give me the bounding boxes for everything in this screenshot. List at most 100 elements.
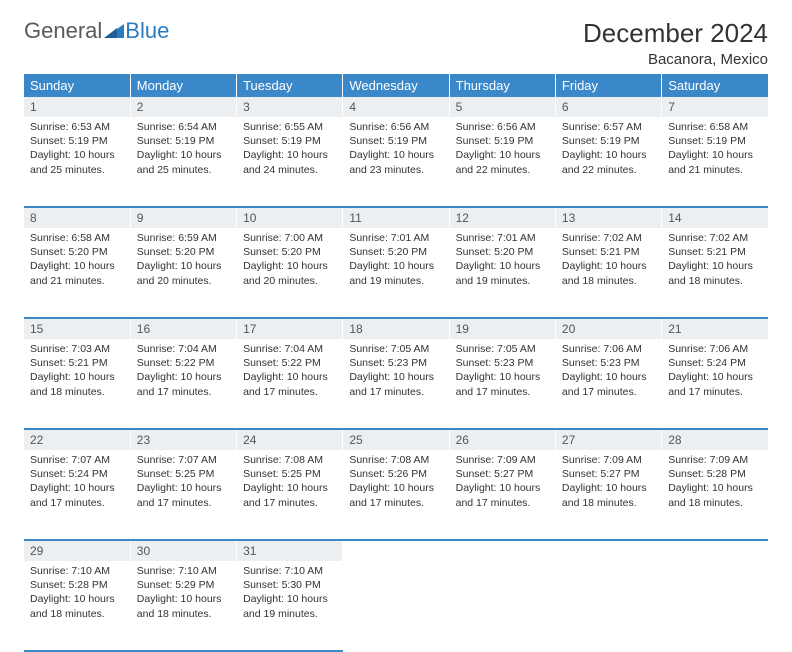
daylight-line2: and 22 minutes. xyxy=(562,163,655,177)
day-number: 2 xyxy=(130,97,236,117)
daylight-line1: Daylight: 10 hours xyxy=(562,481,655,495)
day-number: 24 xyxy=(237,429,343,450)
daylight-line2: and 18 minutes. xyxy=(668,496,762,510)
sunset-text: Sunset: 5:19 PM xyxy=(349,134,442,148)
page-header: General Blue December 2024 Bacanora, Mex… xyxy=(24,18,768,68)
sunset-text: Sunset: 5:20 PM xyxy=(137,245,230,259)
day-number: 10 xyxy=(237,207,343,228)
day-number xyxy=(555,540,661,561)
sunset-text: Sunset: 5:19 PM xyxy=(243,134,336,148)
sunrise-text: Sunrise: 7:10 AM xyxy=(243,564,336,578)
daylight-line1: Daylight: 10 hours xyxy=(30,259,124,273)
day-cell: Sunrise: 6:53 AMSunset: 5:19 PMDaylight:… xyxy=(24,117,130,207)
day-number: 19 xyxy=(449,318,555,339)
sunset-text: Sunset: 5:19 PM xyxy=(137,134,230,148)
daylight-line1: Daylight: 10 hours xyxy=(243,259,336,273)
sunrise-text: Sunrise: 7:01 AM xyxy=(349,231,442,245)
day-number: 15 xyxy=(24,318,130,339)
daylight-line2: and 24 minutes. xyxy=(243,163,336,177)
day-cell: Sunrise: 7:01 AMSunset: 5:20 PMDaylight:… xyxy=(449,228,555,318)
day-number: 12 xyxy=(449,207,555,228)
daylight-line2: and 17 minutes. xyxy=(562,385,655,399)
day-number xyxy=(343,540,449,561)
daylight-line1: Daylight: 10 hours xyxy=(668,259,762,273)
daylight-line2: and 17 minutes. xyxy=(456,496,549,510)
sunset-text: Sunset: 5:30 PM xyxy=(243,578,336,592)
daylight-line2: and 17 minutes. xyxy=(243,496,336,510)
day-cell: Sunrise: 6:55 AMSunset: 5:19 PMDaylight:… xyxy=(237,117,343,207)
day-cell: Sunrise: 6:58 AMSunset: 5:20 PMDaylight:… xyxy=(24,228,130,318)
daylight-line2: and 25 minutes. xyxy=(137,163,230,177)
day-number: 31 xyxy=(237,540,343,561)
day-cell xyxy=(449,561,555,651)
daylight-line1: Daylight: 10 hours xyxy=(456,481,549,495)
day-number: 4 xyxy=(343,97,449,117)
daylight-line1: Daylight: 10 hours xyxy=(30,592,124,606)
daylight-line2: and 17 minutes. xyxy=(243,385,336,399)
sunrise-text: Sunrise: 7:00 AM xyxy=(243,231,336,245)
daylight-line1: Daylight: 10 hours xyxy=(456,259,549,273)
day-cell: Sunrise: 7:04 AMSunset: 5:22 PMDaylight:… xyxy=(237,339,343,429)
sunset-text: Sunset: 5:20 PM xyxy=(30,245,124,259)
daylight-line2: and 17 minutes. xyxy=(349,496,442,510)
daylight-line1: Daylight: 10 hours xyxy=(562,370,655,384)
sunset-text: Sunset: 5:19 PM xyxy=(562,134,655,148)
daylight-line2: and 18 minutes. xyxy=(30,385,124,399)
day-cell: Sunrise: 7:07 AMSunset: 5:24 PMDaylight:… xyxy=(24,450,130,540)
daylight-line2: and 20 minutes. xyxy=(243,274,336,288)
sunset-text: Sunset: 5:25 PM xyxy=(137,467,230,481)
calendar-table: Sunday Monday Tuesday Wednesday Thursday… xyxy=(24,74,768,652)
week-content-row: Sunrise: 7:10 AMSunset: 5:28 PMDaylight:… xyxy=(24,561,768,651)
sunrise-text: Sunrise: 7:03 AM xyxy=(30,342,124,356)
day-cell: Sunrise: 6:56 AMSunset: 5:19 PMDaylight:… xyxy=(343,117,449,207)
daylight-line1: Daylight: 10 hours xyxy=(137,148,230,162)
daylight-line2: and 18 minutes. xyxy=(30,607,124,621)
day-cell xyxy=(662,561,768,651)
day-number: 27 xyxy=(555,429,661,450)
daylight-line1: Daylight: 10 hours xyxy=(668,370,762,384)
day-number: 1 xyxy=(24,97,130,117)
day-cell: Sunrise: 7:06 AMSunset: 5:23 PMDaylight:… xyxy=(555,339,661,429)
sunrise-text: Sunrise: 6:53 AM xyxy=(30,120,124,134)
col-tuesday: Tuesday xyxy=(237,74,343,97)
day-number xyxy=(662,540,768,561)
day-cell: Sunrise: 7:10 AMSunset: 5:30 PMDaylight:… xyxy=(237,561,343,651)
brand-word2: Blue xyxy=(125,18,169,44)
day-cell: Sunrise: 7:10 AMSunset: 5:28 PMDaylight:… xyxy=(24,561,130,651)
day-cell: Sunrise: 6:56 AMSunset: 5:19 PMDaylight:… xyxy=(449,117,555,207)
sunrise-text: Sunrise: 7:08 AM xyxy=(349,453,442,467)
sunset-text: Sunset: 5:23 PM xyxy=(349,356,442,370)
sunrise-text: Sunrise: 6:55 AM xyxy=(243,120,336,134)
day-cell: Sunrise: 7:07 AMSunset: 5:25 PMDaylight:… xyxy=(130,450,236,540)
day-number: 14 xyxy=(662,207,768,228)
daylight-line2: and 17 minutes. xyxy=(137,496,230,510)
sunrise-text: Sunrise: 7:05 AM xyxy=(456,342,549,356)
sunrise-text: Sunrise: 7:05 AM xyxy=(349,342,442,356)
sunset-text: Sunset: 5:19 PM xyxy=(30,134,124,148)
daylight-line1: Daylight: 10 hours xyxy=(243,370,336,384)
daylight-line2: and 17 minutes. xyxy=(668,385,762,399)
day-cell: Sunrise: 7:01 AMSunset: 5:20 PMDaylight:… xyxy=(343,228,449,318)
sunrise-text: Sunrise: 6:56 AM xyxy=(349,120,442,134)
daylight-line2: and 18 minutes. xyxy=(137,607,230,621)
day-cell: Sunrise: 7:04 AMSunset: 5:22 PMDaylight:… xyxy=(130,339,236,429)
daylight-line2: and 17 minutes. xyxy=(456,385,549,399)
day-cell: Sunrise: 7:00 AMSunset: 5:20 PMDaylight:… xyxy=(237,228,343,318)
col-thursday: Thursday xyxy=(449,74,555,97)
daylight-line1: Daylight: 10 hours xyxy=(243,592,336,606)
day-number: 21 xyxy=(662,318,768,339)
daylight-line2: and 23 minutes. xyxy=(349,163,442,177)
daylight-line1: Daylight: 10 hours xyxy=(349,148,442,162)
sunrise-text: Sunrise: 6:59 AM xyxy=(137,231,230,245)
daylight-line2: and 17 minutes. xyxy=(30,496,124,510)
daylight-line1: Daylight: 10 hours xyxy=(137,370,230,384)
col-sunday: Sunday xyxy=(24,74,130,97)
week-content-row: Sunrise: 7:03 AMSunset: 5:21 PMDaylight:… xyxy=(24,339,768,429)
day-cell: Sunrise: 6:58 AMSunset: 5:19 PMDaylight:… xyxy=(662,117,768,207)
day-number: 11 xyxy=(343,207,449,228)
daylight-line2: and 17 minutes. xyxy=(349,385,442,399)
sunrise-text: Sunrise: 7:04 AM xyxy=(137,342,230,356)
daylight-line2: and 18 minutes. xyxy=(562,496,655,510)
week-daynum-row: 891011121314 xyxy=(24,207,768,228)
brand-logo: General Blue xyxy=(24,18,169,44)
